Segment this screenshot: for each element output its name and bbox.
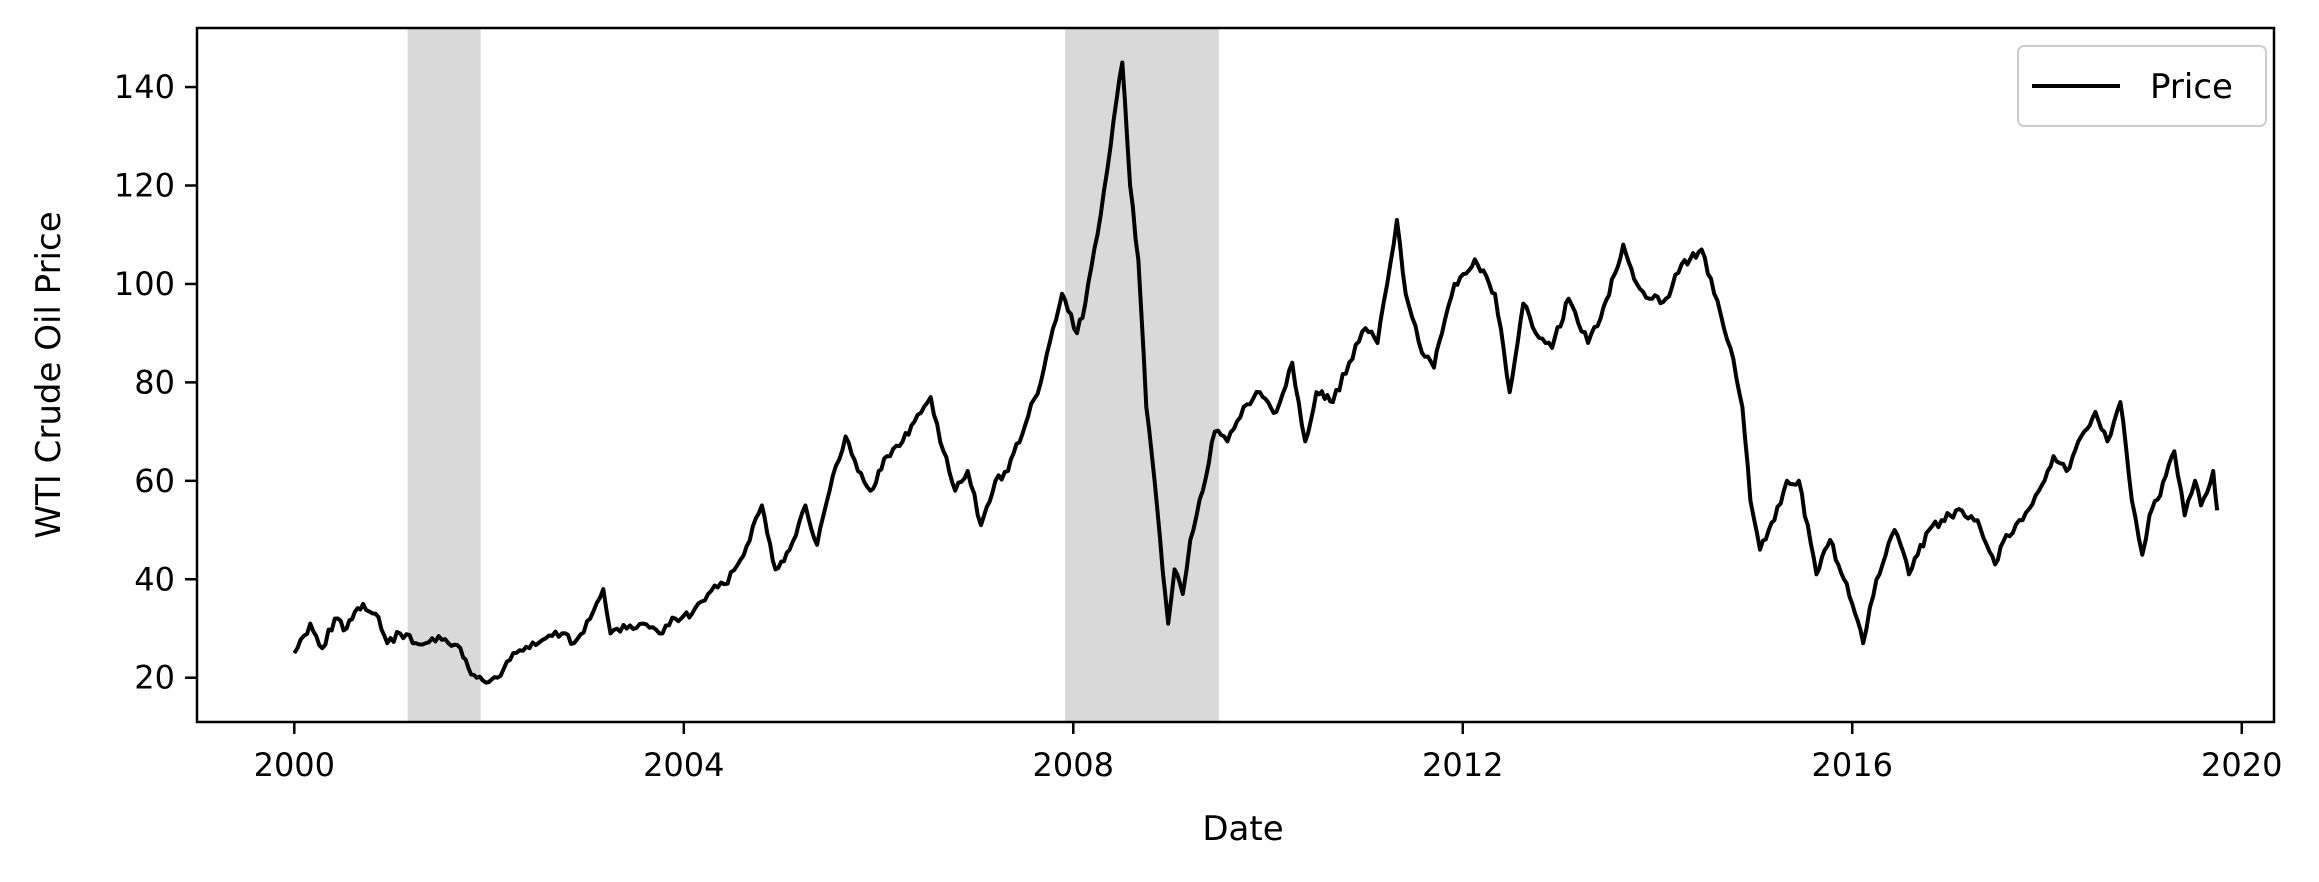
recession-shading-layer <box>407 28 1219 722</box>
x-tick-label-2012: 2012 <box>1422 746 1503 784</box>
x-tick-label-2008: 2008 <box>1033 746 1114 784</box>
x-tick-label-2020: 2020 <box>2201 746 2282 784</box>
series-line-price <box>292 60 2220 685</box>
y-tick-label-140: 140 <box>114 68 175 106</box>
legend-label-price: Price <box>2150 67 2233 107</box>
y-tick-label-20: 20 <box>134 659 175 697</box>
series-layer <box>292 60 2220 685</box>
shaded-period-0 <box>407 28 481 722</box>
y-tick-label-120: 120 <box>114 167 175 205</box>
legend-box <box>2017 45 2267 127</box>
x-tick-label-2000: 2000 <box>254 746 335 784</box>
x-tick-label-2016: 2016 <box>1812 746 1893 784</box>
y-axis-label: WTI Crude Oil Price <box>29 211 69 538</box>
y-tick-label-80: 80 <box>134 363 175 401</box>
y-tick-label-60: 60 <box>134 462 175 500</box>
x-axis: 2000 2004 2008 2012 2016 2020 <box>254 722 2282 784</box>
y-tick-label-100: 100 <box>114 265 175 303</box>
y-tick-label-40: 40 <box>134 560 175 598</box>
x-axis-label: Date <box>1202 809 1283 849</box>
y-axis: 20 40 60 80 100 120 140 <box>114 68 197 697</box>
plot-frame <box>195 26 2276 724</box>
shaded-period-1 <box>1065 28 1219 722</box>
legend: Price <box>2017 45 2267 127</box>
x-tick-label-2004: 2004 <box>643 746 724 784</box>
